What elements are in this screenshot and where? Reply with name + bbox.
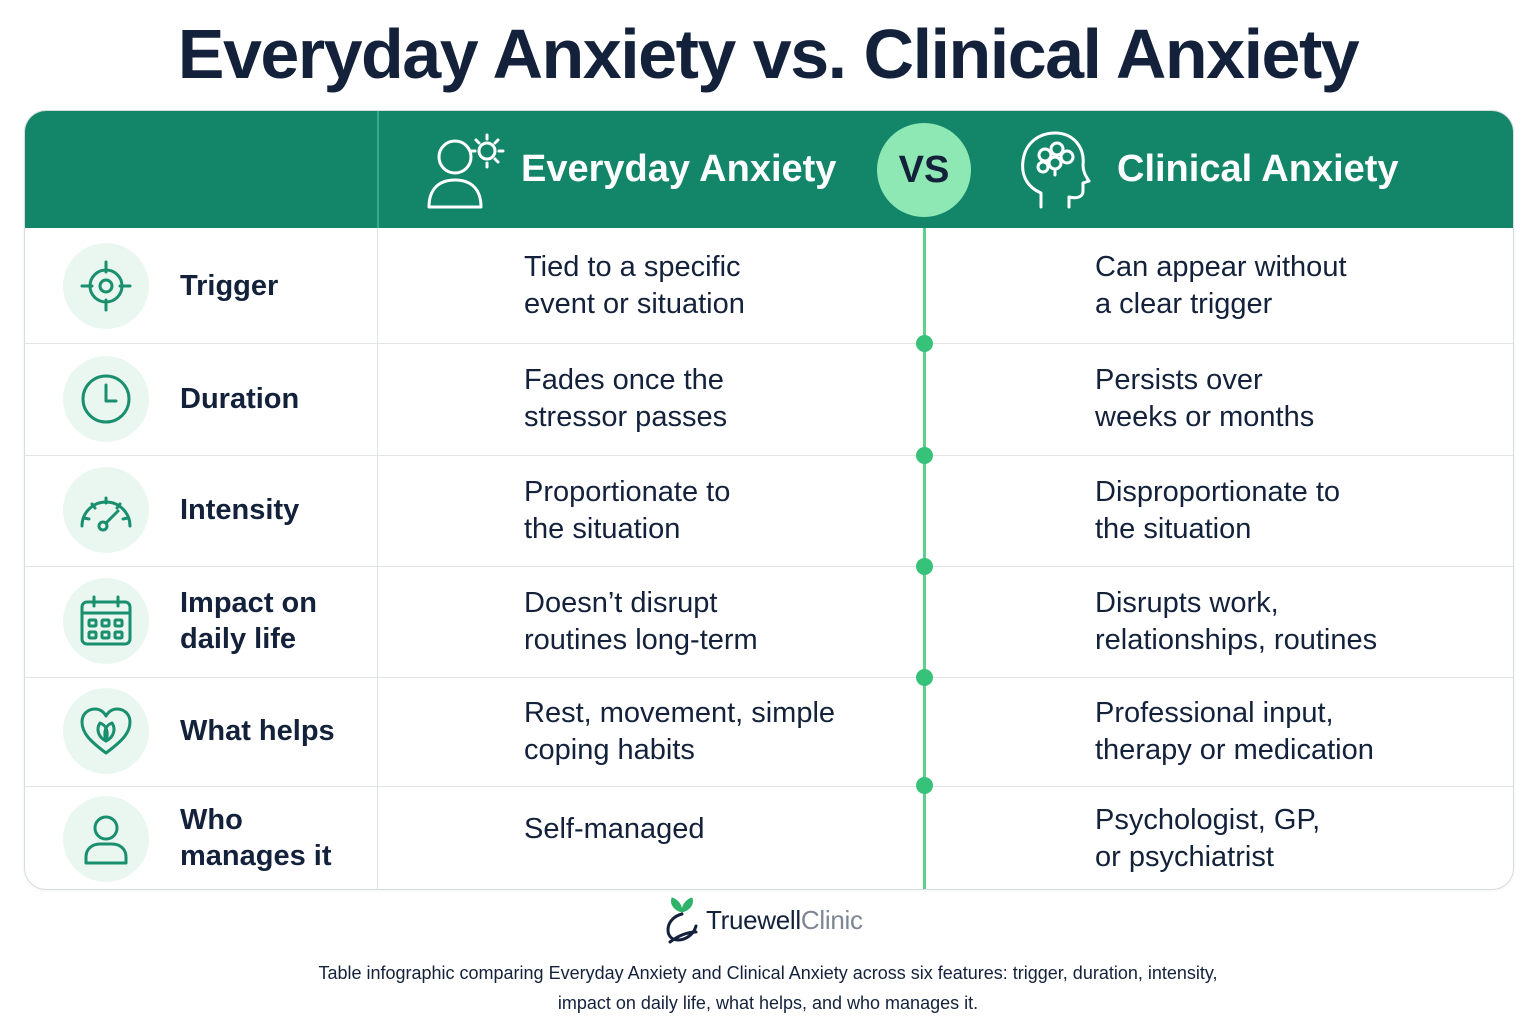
everyday-cell: Fades once the stressor passes bbox=[524, 364, 728, 433]
feature-icon-badge bbox=[63, 467, 149, 553]
divider-dot bbox=[916, 777, 933, 794]
clinical-cell: Disproportionate to the situation bbox=[1095, 476, 1341, 545]
person-sun-icon bbox=[427, 133, 505, 208]
table-row: Impact on daily life Doesn’t disrupt rou… bbox=[25, 566, 1513, 678]
clinical-cell: Psychologist, GP, or psychiatrist bbox=[1095, 804, 1321, 873]
calendar-icon bbox=[80, 595, 132, 646]
divider-dot bbox=[916, 558, 933, 575]
leaf-logo-icon bbox=[666, 897, 698, 944]
brand-name-part1: Truewell bbox=[706, 904, 801, 935]
header-clinical: Clinical Anxiety bbox=[1015, 111, 1399, 228]
feature-label: What helps bbox=[180, 715, 335, 747]
clinical-cell: Can appear without a clear trigger bbox=[1095, 251, 1347, 320]
divider-dot bbox=[916, 669, 933, 686]
column-divider bbox=[377, 228, 378, 343]
heart-leaf-icon bbox=[80, 707, 132, 755]
header-everyday: Everyday Anxiety bbox=[425, 111, 836, 228]
everyday-cell: Rest, movement, simple coping habits bbox=[524, 697, 836, 766]
feature-icon-badge bbox=[63, 688, 149, 774]
everyday-cell: Tied to a specific event or situation bbox=[524, 251, 745, 320]
feature-label: Trigger bbox=[180, 270, 279, 302]
column-divider bbox=[377, 455, 378, 566]
head-brain-icon bbox=[1021, 131, 1091, 208]
header-clinical-label: Clinical Anxiety bbox=[1117, 148, 1399, 190]
divider-dot bbox=[916, 447, 933, 464]
clinical-cell: Persists over weeks or months bbox=[1095, 364, 1315, 433]
vs-badge: VS bbox=[877, 123, 971, 217]
divider-dot bbox=[916, 335, 933, 352]
brand-name: TruewellClinic bbox=[706, 905, 863, 936]
header-divider bbox=[377, 111, 379, 228]
brand-logo: TruewellClinic bbox=[664, 896, 863, 944]
clinical-cell: Disrupts work, relationships, routines bbox=[1095, 587, 1378, 656]
feature-icon-badge bbox=[63, 796, 149, 882]
feature-label: Intensity bbox=[180, 494, 300, 526]
gauge-icon bbox=[80, 496, 132, 532]
feature-icon-badge bbox=[63, 356, 149, 442]
comparison-table: Everyday Anxiety Clinical Anxiety VS bbox=[24, 110, 1514, 890]
table-row: Duration Fades once the stressor passes … bbox=[25, 343, 1513, 456]
feature-icon-badge bbox=[63, 578, 149, 664]
column-divider bbox=[377, 343, 378, 455]
everyday-cell: Proportionate to the situation bbox=[524, 476, 731, 545]
table-header: Everyday Anxiety Clinical Anxiety VS bbox=[25, 111, 1513, 228]
clock-icon bbox=[81, 374, 131, 424]
table-row: Intensity Proportionate to the situation… bbox=[25, 455, 1513, 567]
brand-name-part2: Clinic bbox=[800, 904, 863, 935]
target-icon bbox=[80, 260, 132, 312]
everyday-cell: Doesn’t disrupt routines long-term bbox=[524, 587, 758, 656]
table-row: Who manages it Self-managed Psychologist… bbox=[25, 786, 1513, 889]
feature-icon-badge bbox=[63, 243, 149, 329]
table-row: What helps Rest, movement, simple coping… bbox=[25, 677, 1513, 787]
caption: Table infographic comparing Everyday Anx… bbox=[318, 963, 1218, 1013]
person-icon bbox=[84, 815, 128, 865]
clinical-cell: Professional input, therapy or medicatio… bbox=[1095, 697, 1374, 766]
feature-label: Duration bbox=[180, 383, 300, 415]
column-divider bbox=[377, 566, 378, 677]
feature-label: Who manages it bbox=[180, 804, 332, 872]
page-title: Everyday Anxiety vs. Clinical Anxiety bbox=[177, 15, 1360, 93]
column-divider bbox=[377, 786, 378, 889]
everyday-cell: Self-managed bbox=[524, 813, 705, 845]
header-everyday-label: Everyday Anxiety bbox=[521, 148, 837, 190]
feature-label: Impact on daily life bbox=[180, 587, 317, 655]
column-divider bbox=[377, 677, 378, 786]
table-row: Trigger Tied to a specific event or situ… bbox=[25, 228, 1513, 344]
